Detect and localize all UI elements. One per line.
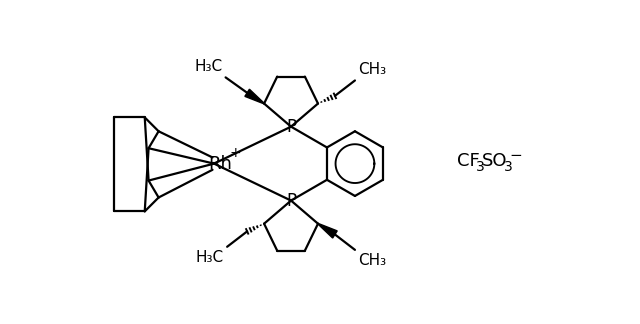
Polygon shape — [318, 224, 337, 238]
Text: H₃C: H₃C — [196, 250, 224, 265]
Text: CH₃: CH₃ — [358, 253, 386, 268]
Polygon shape — [245, 89, 264, 104]
Text: P: P — [286, 191, 296, 210]
Text: Rh: Rh — [208, 155, 232, 173]
Text: SO: SO — [482, 152, 508, 170]
Text: CF: CF — [458, 152, 480, 170]
Text: CH₃: CH₃ — [358, 63, 386, 77]
Text: H₃C: H₃C — [195, 59, 223, 74]
Text: 3: 3 — [504, 160, 512, 174]
Text: +: + — [230, 146, 241, 160]
Text: 3: 3 — [476, 160, 484, 174]
Text: P: P — [286, 118, 296, 136]
Text: −: − — [509, 148, 522, 163]
